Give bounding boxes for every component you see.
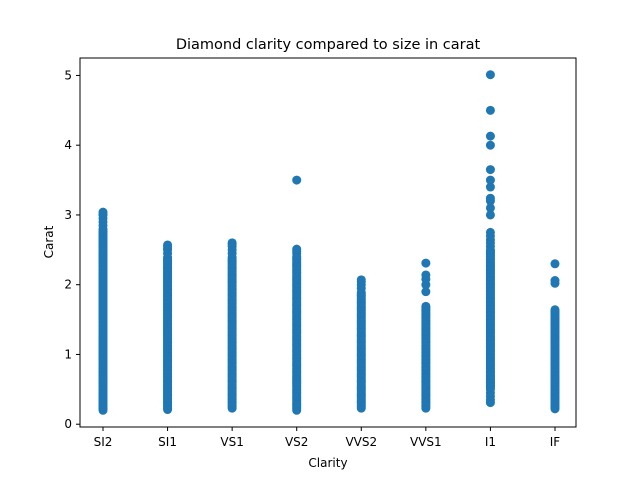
data-point <box>485 203 495 213</box>
data-point <box>163 240 173 250</box>
data-point <box>485 175 495 185</box>
data-point <box>550 305 560 315</box>
data-point <box>421 287 431 297</box>
series-vvs1 <box>421 258 431 413</box>
data-point <box>421 258 431 268</box>
data-point <box>421 270 431 280</box>
chart-title: Diamond clarity compared to size in cara… <box>176 37 481 53</box>
y-tick-label: 2 <box>64 278 72 292</box>
series-si1 <box>163 240 173 415</box>
data-point <box>485 131 495 141</box>
y-tick-label: 5 <box>64 68 72 82</box>
data-point <box>485 70 495 80</box>
data-point <box>227 238 237 248</box>
y-tick-label: 1 <box>64 347 72 361</box>
data-point <box>485 140 495 150</box>
y-tick-label: 0 <box>64 417 72 431</box>
y-axis: 0 1 2 3 4 5 <box>64 68 80 431</box>
data-point <box>485 370 495 380</box>
data-point <box>485 388 495 398</box>
x-tick-label: VS2 <box>285 435 308 449</box>
data-point <box>485 377 495 387</box>
series-vs2 <box>292 175 302 415</box>
x-tick-label: SI1 <box>158 435 177 449</box>
y-axis-title: Carat <box>42 225 56 258</box>
data-point <box>485 182 495 192</box>
y-tick-label: 4 <box>64 138 72 152</box>
x-tick-label: IF <box>550 435 561 449</box>
data-point <box>292 244 302 254</box>
points-layer <box>98 70 560 415</box>
x-tick-label: VVS2 <box>345 435 377 449</box>
data-point <box>485 165 495 175</box>
data-point <box>485 193 495 203</box>
series-vvs2 <box>356 275 366 413</box>
data-point <box>550 276 560 286</box>
data-point <box>356 275 366 285</box>
x-tick-label: SI2 <box>94 435 113 449</box>
x-tick-label: VS1 <box>220 435 243 449</box>
y-tick-label: 3 <box>64 208 72 222</box>
series-si2 <box>98 207 108 415</box>
series-i1 <box>485 70 495 408</box>
x-tick-label: VVS1 <box>410 435 442 449</box>
data-point <box>485 210 495 220</box>
x-tick-label: I1 <box>485 435 496 449</box>
series-vs1 <box>227 238 237 413</box>
series-if <box>550 259 560 414</box>
plot-area-frame <box>79 57 577 428</box>
x-axis: SI2 SI1 VS1 VS2 VVS2 VVS1 I1 IF <box>94 427 561 449</box>
data-point <box>550 259 560 269</box>
data-point <box>292 175 302 185</box>
x-axis-title: Clarity <box>308 456 347 470</box>
data-point <box>421 301 431 311</box>
data-point <box>485 105 495 115</box>
data-point <box>485 227 495 237</box>
data-point <box>98 207 108 217</box>
